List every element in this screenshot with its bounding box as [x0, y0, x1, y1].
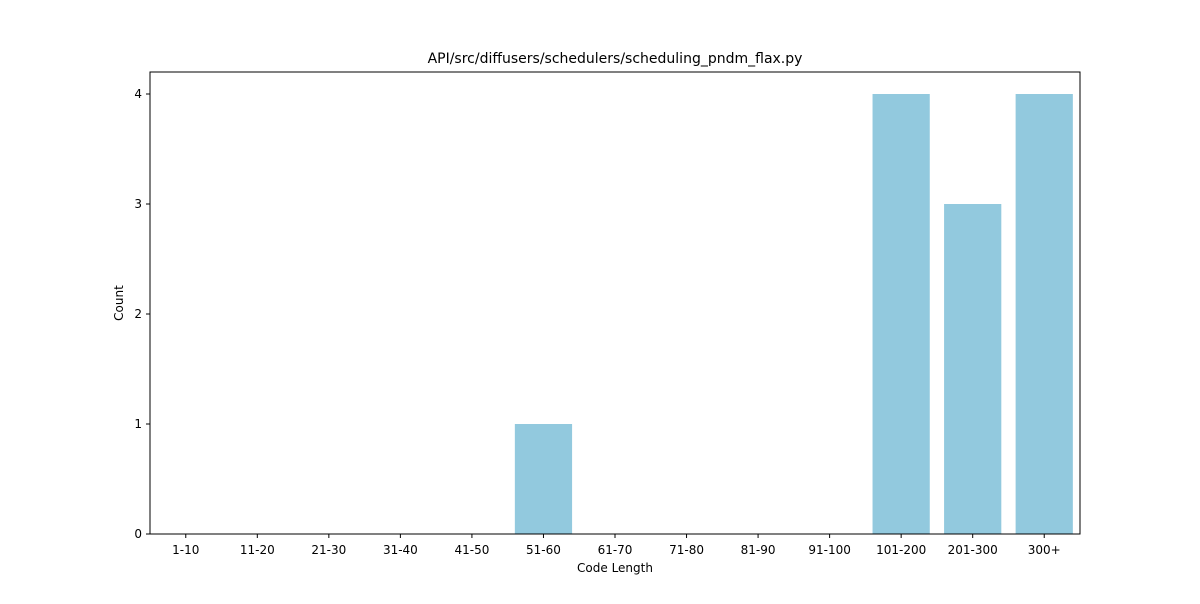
- y-axis-label: Count: [112, 285, 126, 321]
- x-tick-label: 21-30: [311, 543, 346, 557]
- bar-51-60: [514, 424, 573, 534]
- bars-group: [514, 94, 1073, 534]
- x-tick-label: 300+: [1028, 543, 1061, 557]
- x-tick-label: 51-60: [526, 543, 561, 557]
- bar-201-300: [944, 204, 1002, 534]
- x-tick-label: 41-50: [454, 543, 489, 557]
- chart-title: API/src/diffusers/schedulers/scheduling_…: [428, 51, 803, 67]
- y-axis: 0 1 2 3 4: [134, 87, 150, 541]
- x-tick-label: 81-90: [741, 543, 776, 557]
- y-tick-label: 2: [134, 307, 142, 321]
- y-tick-label: 4: [134, 87, 142, 101]
- x-tick-label: 11-20: [240, 543, 275, 557]
- x-tick-label: 1-10: [172, 543, 199, 557]
- bar-101-200: [872, 94, 930, 534]
- x-tick-label: 71-80: [669, 543, 704, 557]
- x-tick-label: 31-40: [383, 543, 418, 557]
- x-axis-label: Code Length: [577, 561, 653, 575]
- x-tick-label: 101-200: [876, 543, 926, 557]
- y-tick-label: 3: [134, 197, 142, 211]
- x-tick-label: 201-300: [948, 543, 998, 557]
- x-tick-label: 61-70: [598, 543, 633, 557]
- y-tick-label: 1: [134, 417, 142, 431]
- x-tick-label: 91-100: [808, 543, 851, 557]
- bar-300+: [1015, 94, 1073, 534]
- y-tick-label: 0: [134, 527, 142, 541]
- plot-frame: [149, 71, 1081, 535]
- x-axis: 1-10 11-20 21-30 31-40 41-50 51-60 61-70 71-80 8…: [172, 534, 1061, 557]
